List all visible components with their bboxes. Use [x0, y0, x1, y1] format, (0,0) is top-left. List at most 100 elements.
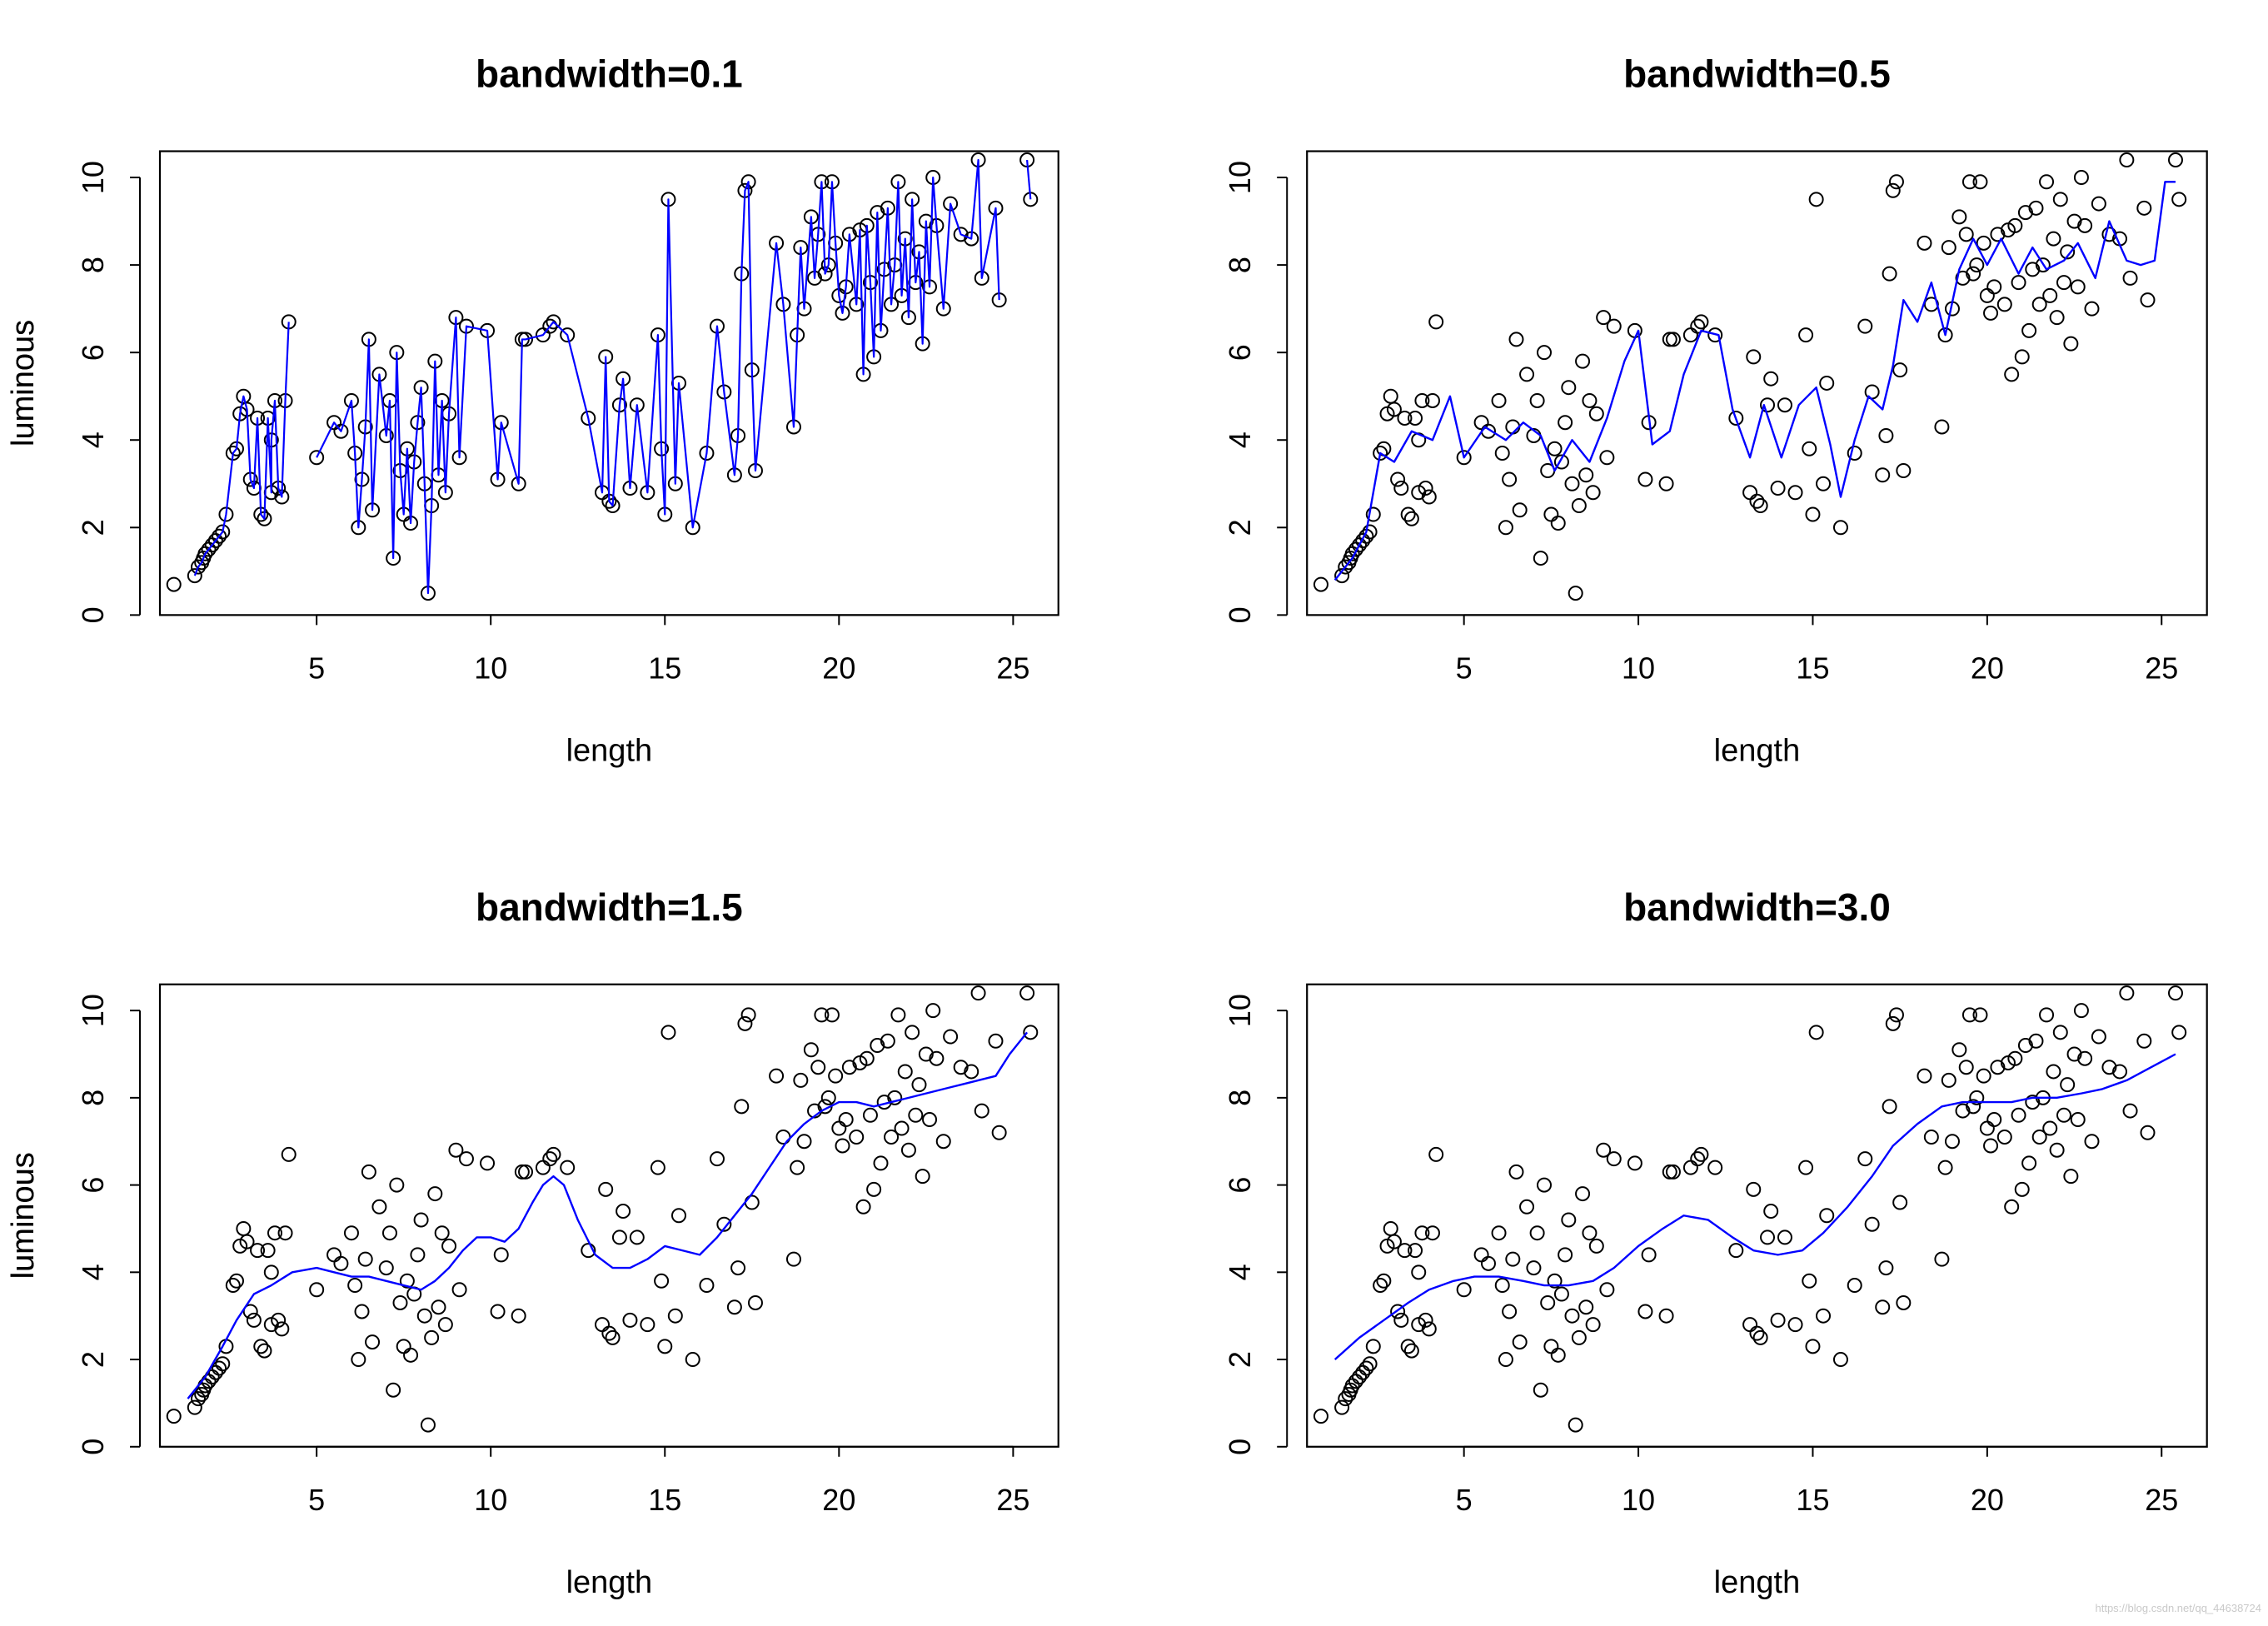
data-point — [1502, 1304, 1518, 1319]
panel-title: bandwidth=0.5 — [1623, 52, 1891, 96]
data-point — [2052, 192, 2068, 207]
data-point — [747, 1294, 763, 1310]
data-point — [2136, 200, 2152, 216]
data-point — [890, 1007, 906, 1023]
data-point — [1892, 362, 1908, 378]
data-point — [396, 1339, 411, 1354]
data-point — [1536, 345, 1552, 361]
data-point — [1533, 1382, 1548, 1398]
data-point — [371, 1199, 387, 1215]
data-point — [2119, 152, 2135, 168]
data-point — [1808, 192, 1824, 207]
data-point — [1519, 367, 1535, 382]
x-tick-label: 25 — [996, 1483, 1029, 1517]
data-point — [1578, 467, 1594, 483]
data-point — [1596, 310, 1612, 326]
data-point — [448, 1142, 464, 1158]
y-tick-label: 4 — [76, 431, 110, 448]
data-point — [1878, 427, 1894, 443]
data-point — [437, 1317, 453, 1333]
data-point — [1888, 174, 1904, 190]
data-point — [246, 1312, 262, 1328]
data-point — [434, 1225, 450, 1241]
data-point — [560, 327, 576, 343]
data-point — [2167, 985, 2183, 1001]
data-point — [908, 1107, 924, 1123]
data-point — [1746, 1181, 1762, 1197]
data-point — [918, 1046, 934, 1062]
panel-2: bandwidth=0.55 10 15 20 250246810lengthlumin… — [6, 52, 2208, 768]
data-point — [820, 1090, 836, 1105]
data-point — [870, 1038, 885, 1054]
data-point — [660, 1025, 676, 1040]
data-point — [458, 1151, 474, 1167]
data-point — [2140, 292, 2156, 308]
data-point — [1937, 327, 1953, 343]
data-point — [1418, 1312, 1433, 1328]
data-point — [831, 1120, 847, 1136]
data-point — [1808, 1025, 1824, 1040]
panel-title: bandwidth=1.5 — [476, 885, 743, 929]
data-point — [929, 1050, 945, 1066]
data-point — [862, 1107, 878, 1123]
data-point — [880, 1033, 895, 1049]
data-point — [1892, 1195, 1908, 1210]
data-point — [605, 1329, 621, 1345]
data-point — [1693, 1146, 1709, 1162]
data-point — [1547, 441, 1563, 456]
data-point — [611, 1229, 627, 1245]
x-tick-label: 15 — [648, 651, 681, 685]
data-point — [1658, 1308, 1674, 1324]
data-point — [190, 1391, 206, 1407]
data-point — [490, 1304, 506, 1319]
data-point — [1588, 1238, 1604, 1254]
data-point — [1707, 327, 1723, 343]
data-point — [1543, 1339, 1559, 1354]
y-tick-label: 6 — [1223, 344, 1257, 361]
data-point — [654, 1273, 670, 1289]
data-point — [1875, 1299, 1891, 1315]
data-point — [1494, 445, 1510, 461]
data-point — [1508, 332, 1524, 347]
data-point — [253, 1339, 269, 1354]
data-point — [1707, 1160, 1723, 1175]
data-point — [1418, 481, 1433, 496]
data-point — [1313, 576, 1328, 592]
data-point — [1777, 397, 1792, 413]
data-point — [2091, 196, 2106, 212]
y-axis-label: luminous — [6, 320, 41, 446]
data-point — [2042, 1120, 2058, 1136]
data-point — [343, 1225, 359, 1241]
data-point — [190, 559, 206, 575]
data-point — [1529, 1225, 1545, 1241]
data-point — [1944, 1134, 1960, 1150]
y-tick-label: 2 — [1223, 1351, 1257, 1368]
data-point — [884, 1129, 900, 1145]
data-point — [1770, 481, 1786, 496]
data-point — [1561, 380, 1577, 396]
data-point — [1682, 1160, 1698, 1175]
data-point — [1558, 1247, 1573, 1263]
data-point — [546, 314, 561, 330]
data-point — [900, 1142, 916, 1158]
data-point — [581, 1243, 596, 1259]
data-point — [699, 1278, 715, 1294]
scatter-points — [166, 985, 1039, 1433]
y-tick-label: 2 — [76, 519, 110, 536]
data-point — [1386, 1234, 1402, 1249]
data-point — [1682, 327, 1698, 343]
data-point — [744, 1195, 760, 1210]
data-point — [242, 1304, 258, 1319]
data-point — [1383, 1220, 1398, 1236]
data-point — [1561, 1212, 1577, 1228]
data-point — [1397, 1243, 1413, 1259]
data-point — [2070, 1112, 2086, 1128]
data-point — [1397, 410, 1413, 426]
data-point — [2049, 1142, 2065, 1158]
data-point — [2101, 1060, 2117, 1075]
data-point — [236, 1220, 252, 1236]
data-point — [518, 332, 534, 347]
data-point — [1365, 506, 1381, 522]
data-point — [2060, 244, 2076, 260]
y-tick-label: 2 — [1223, 519, 1257, 536]
